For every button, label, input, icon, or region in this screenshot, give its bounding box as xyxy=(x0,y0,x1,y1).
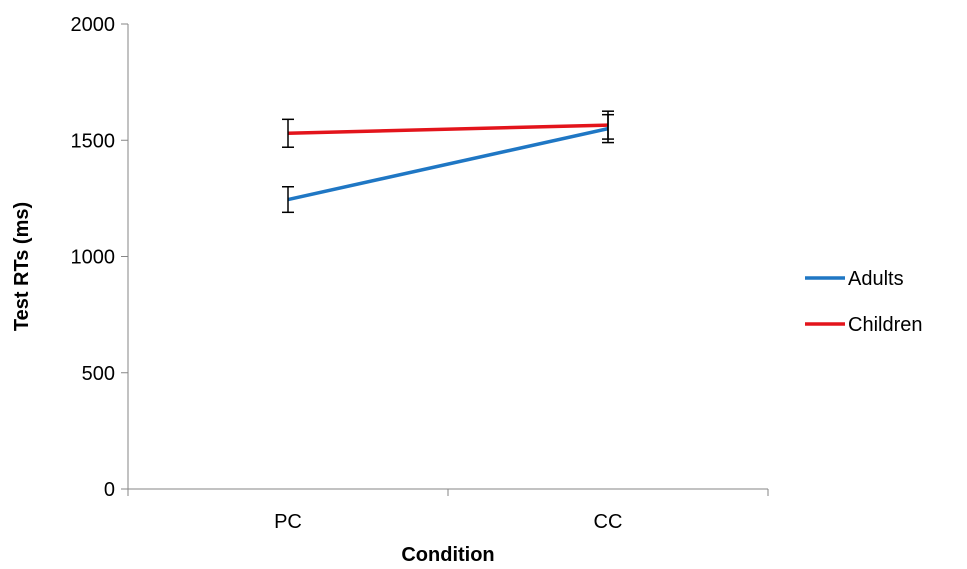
y-axis-title: Test RTs (ms) xyxy=(11,202,33,331)
legend-label: Adults xyxy=(848,268,904,290)
series-line-children xyxy=(287,123,609,136)
legend: Adults Children xyxy=(805,268,922,336)
y-tick-label: 0 xyxy=(104,479,115,501)
error-bar xyxy=(602,110,614,140)
y-tick-label: 2000 xyxy=(71,14,116,36)
y-tick-label: 1500 xyxy=(71,130,116,152)
x-ticks: PC CC xyxy=(127,489,769,533)
y-tick-label: 500 xyxy=(82,363,115,385)
legend-item-adults: Adults xyxy=(805,268,904,290)
x-axis-title: Condition xyxy=(401,544,494,566)
x-tick-label: PC xyxy=(274,511,302,533)
error-bar xyxy=(282,118,294,148)
series-layer xyxy=(282,110,614,214)
x-tick-label: CC xyxy=(594,511,623,533)
axes: 0 500 1000 1500 2000 PC CC xyxy=(71,14,769,533)
legend-label: Children xyxy=(848,314,922,336)
legend-item-children: Children xyxy=(805,314,922,336)
y-ticks: 0 500 1000 1500 2000 xyxy=(71,14,128,501)
y-tick-label: 1000 xyxy=(71,247,116,269)
series-line-adults xyxy=(287,126,609,202)
error-bar xyxy=(282,186,294,214)
